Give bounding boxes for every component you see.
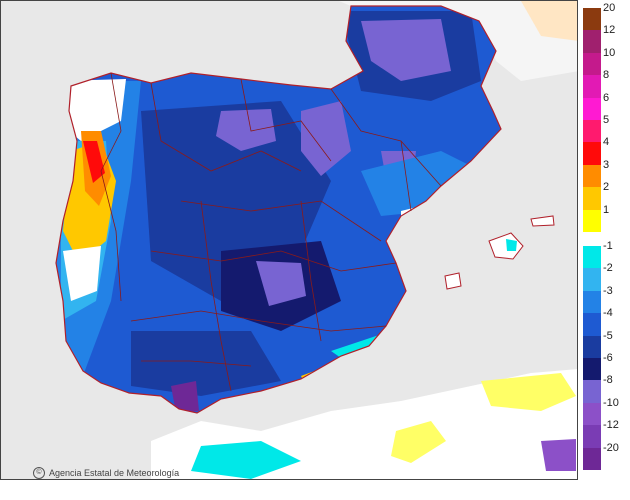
africa-yellow-2 [391, 421, 446, 463]
legend-item: -4 [583, 307, 630, 336]
legend-swatch [583, 335, 601, 358]
legend-label: 4 [603, 136, 610, 149]
copyright-icon: © [33, 467, 45, 479]
legend-item: 5 [583, 114, 630, 143]
color-legend: 20 12 10 8 6 5 4 3 2 1 -1 -2 -3 -4 -5 -6 -8 -10 -12 -20 [583, 2, 630, 476]
legend-swatch [583, 52, 601, 76]
legend-label: -6 [603, 352, 613, 364]
legend-item: 4 [583, 136, 630, 165]
legend-label: -20 [603, 441, 619, 454]
temperature-anomaly-map: © Agencia Estatal de Meteorología [0, 0, 578, 480]
legend-item: 10 [583, 47, 630, 76]
legend-label: 6 [603, 91, 610, 104]
legend-item: -20 [583, 442, 630, 470]
legend-label: 20 [603, 2, 616, 14]
africa-purple [541, 439, 576, 471]
legend-item: 3 [583, 159, 630, 188]
legend-item: -6 [583, 352, 630, 381]
legend-label: 5 [603, 114, 610, 126]
mallorca-cyan [506, 239, 517, 251]
legend-swatch [583, 142, 601, 165]
legend-item: -5 [583, 330, 630, 358]
legend-item: 20 [583, 2, 630, 31]
legend-label: 3 [603, 158, 610, 171]
legend-item: 2 [583, 181, 630, 210]
legend-item: -12 [583, 419, 630, 448]
legend-swatch [583, 313, 601, 336]
africa-cyan [191, 441, 301, 479]
credit-text: Agencia Estatal de Meteorología [49, 468, 180, 478]
legend-swatch [583, 246, 601, 269]
legend-label: -8 [603, 374, 613, 387]
legend-item: 1 [583, 204, 630, 232]
ibiza [444, 272, 462, 290]
legend-swatch [583, 30, 601, 53]
legend-label: -4 [603, 307, 613, 320]
legend-item: 8 [583, 69, 630, 98]
legend-swatch [583, 187, 601, 210]
legend-label: 8 [603, 69, 610, 82]
legend-label: 12 [603, 24, 616, 37]
legend-label: 1 [603, 203, 610, 216]
france-land [331, 1, 577, 81]
legend-swatch [583, 447, 601, 470]
legend-swatch [583, 425, 601, 448]
legend-item: 6 [583, 92, 630, 120]
legend-label: 2 [603, 181, 610, 194]
legend-label: -12 [603, 419, 619, 432]
legend-item: 12 [583, 24, 630, 53]
legend-label: -3 [603, 284, 613, 297]
legend-swatch [583, 120, 601, 143]
map-canvas [1, 1, 577, 479]
legend-swatch [583, 209, 601, 232]
province-borders [100, 72, 442, 392]
mallorca [488, 232, 524, 260]
legend-swatch [583, 268, 601, 291]
legend-swatch [583, 290, 601, 314]
legend-swatch [583, 97, 601, 120]
legend-swatch [583, 358, 601, 381]
credit-label: © Agencia Estatal de Meteorología [33, 467, 179, 479]
france-warm-patch [521, 1, 577, 41]
legend-swatch [583, 380, 601, 403]
legend-item: -3 [583, 285, 630, 314]
legend-item: -1 [583, 240, 630, 269]
legend-label: 10 [603, 46, 616, 59]
menorca [530, 215, 555, 227]
africa-yellow-1 [481, 373, 576, 411]
legend-item: -10 [583, 397, 630, 426]
legend-gap [583, 232, 601, 249]
legend-swatch [583, 164, 601, 188]
legend-item: -8 [583, 374, 630, 403]
legend-swatch [583, 75, 601, 98]
legend-swatch [583, 402, 601, 426]
legend-label: -2 [603, 262, 613, 275]
legend-label: -10 [603, 396, 619, 409]
legend-label: -5 [603, 329, 613, 342]
legend-label: -1 [603, 240, 613, 252]
legend-item: -2 [583, 262, 630, 291]
legend-swatch [583, 8, 601, 31]
